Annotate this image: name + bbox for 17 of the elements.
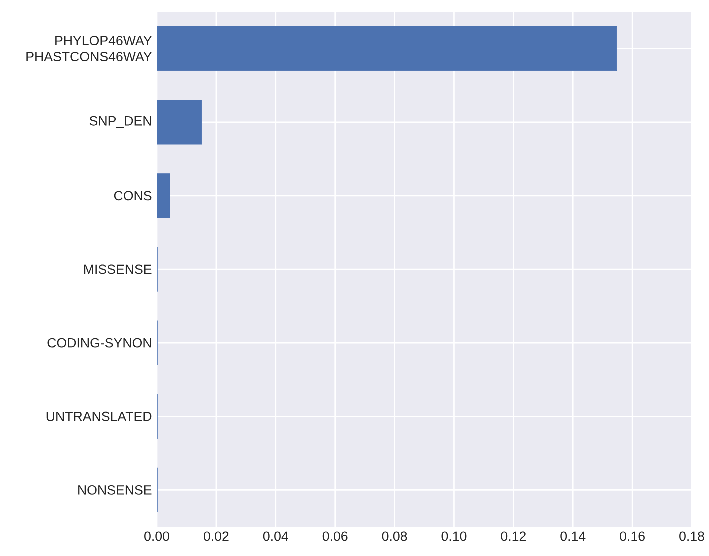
y-tick-label: CODING-SYNON <box>48 338 152 348</box>
y-tick-label: SNP_DEN <box>90 116 152 128</box>
y-tick-label: NONSENSE <box>78 486 152 495</box>
x-tick-label: 0.00 <box>144 532 170 542</box>
x-tick-label: 0.06 <box>322 532 348 542</box>
x-tick-label: 0.18 <box>680 532 704 542</box>
y-tick-label: MISSENSE <box>84 264 152 274</box>
x-tick-label: 0.14 <box>560 532 586 542</box>
x-tick-label: 0.08 <box>382 532 408 542</box>
y-tick-label: UNTRANSLATED <box>46 412 152 422</box>
x-tick-label: 0.02 <box>204 532 229 542</box>
y-tick-label: CONS <box>114 191 152 201</box>
x-tick-label: 0.10 <box>442 532 467 542</box>
x-tick-label: 0.04 <box>263 532 288 542</box>
y-tick-label: PHYLOP46WAY PHASTCONS46WAY <box>26 36 152 62</box>
x-tick-label: 0.16 <box>620 532 645 542</box>
x-tick-label: 0.12 <box>501 532 526 542</box>
